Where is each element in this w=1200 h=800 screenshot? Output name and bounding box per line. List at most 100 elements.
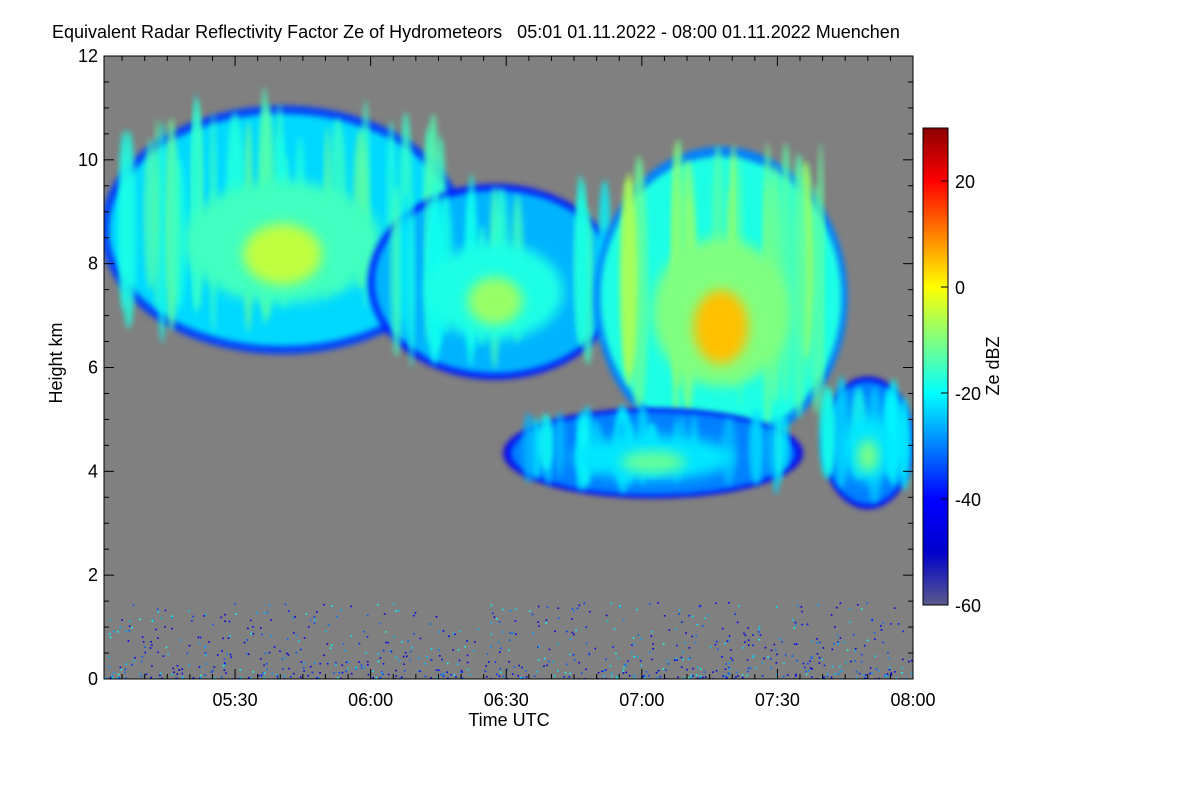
clutter-speckle	[358, 661, 361, 663]
clutter-speckle	[288, 667, 290, 670]
clutter-speckle	[165, 646, 168, 649]
clutter-speckle	[145, 673, 148, 676]
clutter-speckle	[615, 677, 618, 679]
clutter-speckle	[323, 654, 325, 657]
clutter-speckle	[208, 641, 210, 643]
clutter-speckle	[543, 665, 545, 667]
clutter-speckle	[754, 666, 757, 669]
clutter-speckle	[514, 620, 517, 622]
clutter-speckle	[268, 651, 271, 654]
clutter-speckle	[728, 667, 731, 670]
clutter-speckle	[188, 664, 190, 666]
clutter-speckle	[246, 639, 248, 641]
clutter-speckle	[611, 675, 613, 678]
clutter-speckle	[694, 641, 697, 644]
clutter-speckle	[414, 611, 417, 614]
clutter-speckle	[300, 648, 302, 651]
clutter-speckle	[303, 662, 305, 665]
clutter-speckle	[283, 677, 286, 679]
clutter-speckle	[831, 648, 834, 651]
clutter-speckle	[865, 674, 867, 676]
clutter-speckle	[387, 673, 390, 676]
clutter-speckle	[354, 668, 357, 670]
clutter-speckle	[743, 632, 745, 635]
clutter-speckle	[821, 677, 823, 679]
clutter-speckle	[188, 610, 190, 612]
clutter-speckle	[625, 671, 628, 674]
clutter-speckle	[665, 669, 667, 671]
clutter-speckle	[741, 674, 744, 676]
clutter-speckle	[640, 664, 643, 667]
clutter-speckle	[283, 674, 286, 677]
clutter-speckle	[615, 652, 617, 655]
clutter-speckle	[724, 668, 727, 671]
clutter-speckle	[199, 674, 202, 677]
y-tick-label: 10	[78, 150, 98, 170]
clutter-speckle	[887, 652, 889, 654]
clutter-speckle	[496, 673, 498, 676]
clutter-speckle	[585, 626, 588, 628]
clutter-speckle	[440, 673, 442, 676]
clutter-speckle	[773, 643, 776, 646]
clutter-speckle	[839, 665, 841, 668]
clutter-speckle	[662, 668, 664, 670]
clutter-speckle	[450, 673, 452, 676]
clutter-speckle	[395, 610, 397, 612]
clutter-speckle	[657, 669, 660, 672]
chart-title: Equivalent Radar Reflectivity Factor Ze …	[52, 22, 900, 42]
clutter-speckle	[405, 655, 408, 658]
clutter-speckle	[846, 649, 849, 652]
clutter-speckle	[223, 662, 226, 664]
clutter-speckle	[728, 666, 730, 669]
clutter-speckle	[315, 677, 318, 679]
clutter-speckle	[722, 675, 724, 677]
clutter-speckle	[758, 627, 760, 630]
clutter-speckle	[260, 674, 263, 676]
clutter-speckle	[140, 675, 143, 678]
clutter-speckle	[574, 659, 576, 661]
clutter-speckle	[225, 672, 227, 674]
clutter-speckle	[795, 624, 797, 627]
clutter-speckle	[668, 629, 671, 631]
clutter-speckle	[438, 648, 440, 651]
clutter-speckle	[663, 614, 666, 617]
clutter-speckle	[395, 656, 398, 659]
clutter-speckle	[453, 674, 456, 676]
clutter-speckle	[404, 651, 407, 654]
clutter-speckle	[639, 660, 642, 662]
clutter-speckle	[315, 611, 318, 613]
clutter-speckle	[250, 632, 252, 635]
clutter-speckle	[625, 664, 628, 667]
x-tick-label: 06:00	[348, 690, 393, 710]
clutter-speckle	[537, 659, 540, 661]
clutter-speckle	[597, 671, 600, 674]
clutter-speckle	[419, 670, 421, 673]
clutter-speckle	[517, 674, 519, 677]
clutter-speckle	[151, 665, 153, 667]
clutter-speckle	[648, 675, 650, 677]
clutter-speckle	[761, 661, 764, 664]
clutter-speckle	[686, 668, 688, 671]
clutter-speckle	[863, 644, 866, 647]
clutter-speckle	[200, 677, 202, 679]
clutter-speckle	[303, 670, 305, 672]
clutter-speckle	[224, 613, 226, 616]
clutter-speckle	[712, 671, 714, 673]
clutter-speckle	[181, 676, 184, 679]
clutter-speckle	[834, 626, 836, 628]
clutter-speckle	[674, 628, 677, 630]
clutter-speckle	[484, 670, 487, 673]
clutter-speckle	[839, 637, 842, 639]
clutter-speckle	[878, 677, 880, 679]
clutter-speckle	[553, 674, 556, 677]
clutter-speckle	[806, 623, 809, 626]
clutter-speckle	[109, 676, 112, 679]
clutter-speckle	[684, 642, 686, 644]
clutter-speckle	[498, 675, 501, 678]
clutter-speckle	[775, 606, 778, 608]
clutter-speckle	[270, 635, 272, 638]
clutter-speckle	[854, 660, 856, 662]
clutter-speckle	[506, 677, 509, 679]
clutter-speckle	[747, 667, 750, 670]
clutter-speckle	[490, 621, 492, 624]
